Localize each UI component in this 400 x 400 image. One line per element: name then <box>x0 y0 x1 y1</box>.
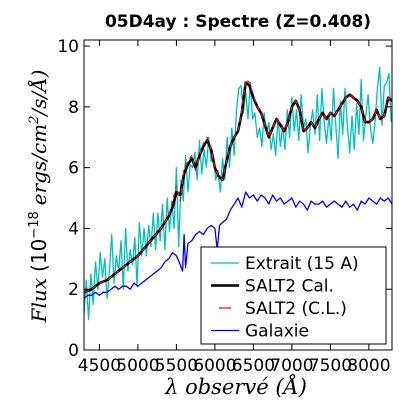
y-tick-label: 6 <box>68 159 79 179</box>
x-tick-label: 7500 <box>309 356 352 376</box>
x-tick-label: 7000 <box>270 356 313 376</box>
y-tick-label: 10 <box>57 37 79 57</box>
y-tick-label: 4 <box>68 219 79 239</box>
x-tick-label: 6000 <box>193 356 236 376</box>
legend-label: SALT2 (C.L.) <box>245 299 347 319</box>
plot-frame <box>83 39 393 351</box>
y-tick-label: 2 <box>68 280 79 300</box>
x-tick-label: 8000 <box>347 356 390 376</box>
series-line-3 <box>83 78 393 293</box>
x-tick-label: 6500 <box>232 356 275 376</box>
x-tick-label: 5000 <box>116 356 159 376</box>
y-tick-label: 0 <box>68 341 79 361</box>
x-axis-label: λ observé (Å) <box>164 374 307 399</box>
x-tick-label: 4500 <box>78 356 121 376</box>
x-tick-label: 5500 <box>155 356 198 376</box>
y-axis-label-open: (10 <box>27 239 51 272</box>
series-layer <box>83 66 393 321</box>
legend-label: Extrait (15 A) <box>245 254 359 274</box>
chart-title: 05D4ay : Spectre (Z=0.408) <box>105 12 371 32</box>
y-axis-label-units: ergs/cm <box>27 124 51 205</box>
legend-label: SALT2 Cal. <box>245 277 334 297</box>
y-tick-label: 8 <box>68 98 79 118</box>
series-line-1 <box>83 66 392 321</box>
series-line-4 <box>83 191 393 299</box>
y-axis-label-sq: 2 <box>27 116 42 125</box>
legend: Extrait (15 A) SALT2 Cal.SALT2 (C.L.) Gala… <box>200 246 387 345</box>
legend-label: Galaxie <box>245 322 309 342</box>
y-axis-label-tail: /s/Å) <box>26 70 51 118</box>
y-axis-label: Flux (10−18 ergs/cm2/s/Å) <box>26 70 51 324</box>
y-axis-label-exp: −18 <box>27 211 42 238</box>
y-axis-label-flux: Flux <box>27 278 51 323</box>
